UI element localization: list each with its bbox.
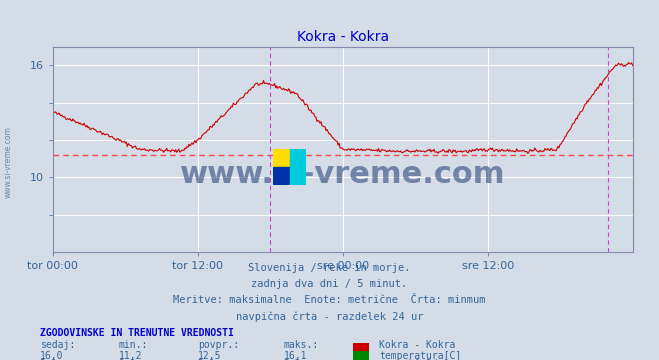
Text: 16,1: 16,1 bbox=[283, 351, 307, 360]
Text: Meritve: maksimalne  Enote: metrične  Črta: minmum: Meritve: maksimalne Enote: metrične Črta… bbox=[173, 295, 486, 305]
Text: 2,3: 2,3 bbox=[283, 359, 301, 360]
Text: pretok[m3/s]: pretok[m3/s] bbox=[379, 359, 449, 360]
Bar bbox=[273, 167, 290, 185]
Text: Slovenija / reke in morje.: Slovenija / reke in morje. bbox=[248, 263, 411, 273]
Text: zadnja dva dni / 5 minut.: zadnja dva dni / 5 minut. bbox=[251, 279, 408, 289]
Text: 11,2: 11,2 bbox=[119, 351, 142, 360]
Text: Kokra - Kokra: Kokra - Kokra bbox=[379, 340, 455, 350]
Text: navpična črta - razdelek 24 ur: navpična črta - razdelek 24 ur bbox=[236, 311, 423, 322]
Text: min.:: min.: bbox=[119, 340, 148, 350]
Text: 12,5: 12,5 bbox=[198, 351, 221, 360]
Bar bbox=[290, 167, 306, 185]
Text: maks.:: maks.: bbox=[283, 340, 318, 350]
Text: 2,0: 2,0 bbox=[40, 359, 57, 360]
Text: www.si-vreme.com: www.si-vreme.com bbox=[180, 159, 505, 189]
Text: 1,9: 1,9 bbox=[119, 359, 136, 360]
Bar bbox=[273, 149, 290, 167]
Text: ZGODOVINSKE IN TRENUTNE VREDNOSTI: ZGODOVINSKE IN TRENUTNE VREDNOSTI bbox=[40, 328, 233, 338]
Text: temperatura[C]: temperatura[C] bbox=[379, 351, 461, 360]
Bar bbox=[290, 149, 306, 167]
Text: sedaj:: sedaj: bbox=[40, 340, 74, 350]
Text: 2,0: 2,0 bbox=[198, 359, 215, 360]
Text: povpr.:: povpr.: bbox=[198, 340, 239, 350]
Title: Kokra - Kokra: Kokra - Kokra bbox=[297, 30, 389, 44]
Text: www.si-vreme.com: www.si-vreme.com bbox=[3, 126, 13, 198]
Text: 16,0: 16,0 bbox=[40, 351, 63, 360]
